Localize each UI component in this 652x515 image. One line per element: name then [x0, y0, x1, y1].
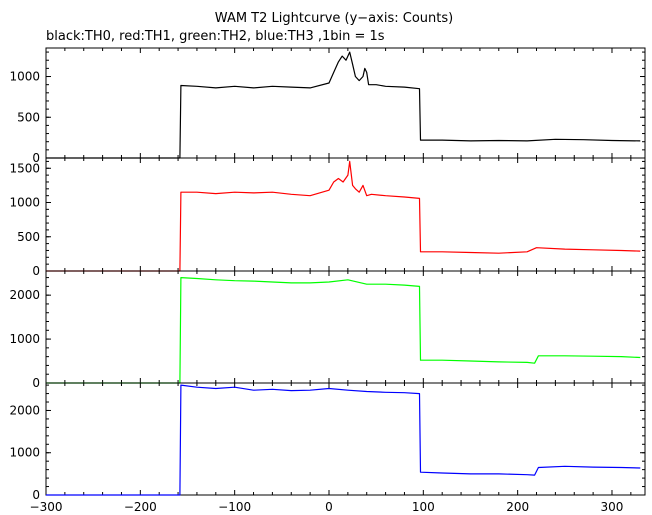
- panel-th0: 0 500 1000: [9, 47, 646, 165]
- chart-title: WAM T2 Lightcurve (y−axis: Counts): [215, 11, 453, 26]
- series-line-th0: [46, 51, 641, 159]
- x-tick-label: 0: [325, 500, 333, 514]
- y-tick-label: 1000: [9, 446, 40, 460]
- x-tick-label: 100: [412, 500, 435, 514]
- panel-frame: [45, 47, 646, 159]
- panel-th2: 0 1000 2000: [9, 270, 646, 390]
- y-tick-label: 500: [17, 230, 40, 244]
- series-line-th3: [46, 384, 641, 496]
- y-tick-label: 2000: [9, 288, 40, 302]
- x-tick-label: 200: [506, 500, 529, 514]
- panel-frame: [45, 382, 646, 496]
- x-tick-label: −100: [218, 500, 251, 514]
- panel-th1: 0 500 1000 1500: [9, 157, 646, 278]
- y-tick-label: 1000: [9, 70, 40, 84]
- y-tick-label: 500: [17, 110, 40, 124]
- y-tick-label: 0: [32, 151, 40, 165]
- x-tick-label: −300: [30, 500, 63, 514]
- panel-th3: 0 1000 2000 −300 −200 −100 0 100 200 300: [9, 382, 646, 514]
- y-tick-label: 0: [32, 376, 40, 390]
- x-tick-label: −200: [124, 500, 157, 514]
- chart-subtitle: black:TH0, red:TH1, green:TH2, blue:TH3 …: [46, 29, 385, 44]
- panel-frame: [45, 270, 646, 384]
- panels: 05001000050010001500010002000010002000−3…: [9, 47, 646, 514]
- y-tick-label: 2000: [9, 403, 40, 417]
- y-tick-label: 0: [32, 488, 40, 502]
- series-line-th1: [46, 160, 641, 272]
- panel-frame: [45, 157, 646, 272]
- series-line-th2: [46, 277, 641, 384]
- y-tick-label: 0: [32, 264, 40, 278]
- y-tick-label: 1000: [9, 196, 40, 210]
- y-tick-label: 1500: [9, 161, 40, 175]
- y-tick-label: 1000: [9, 332, 40, 346]
- x-tick-label: 300: [601, 500, 624, 514]
